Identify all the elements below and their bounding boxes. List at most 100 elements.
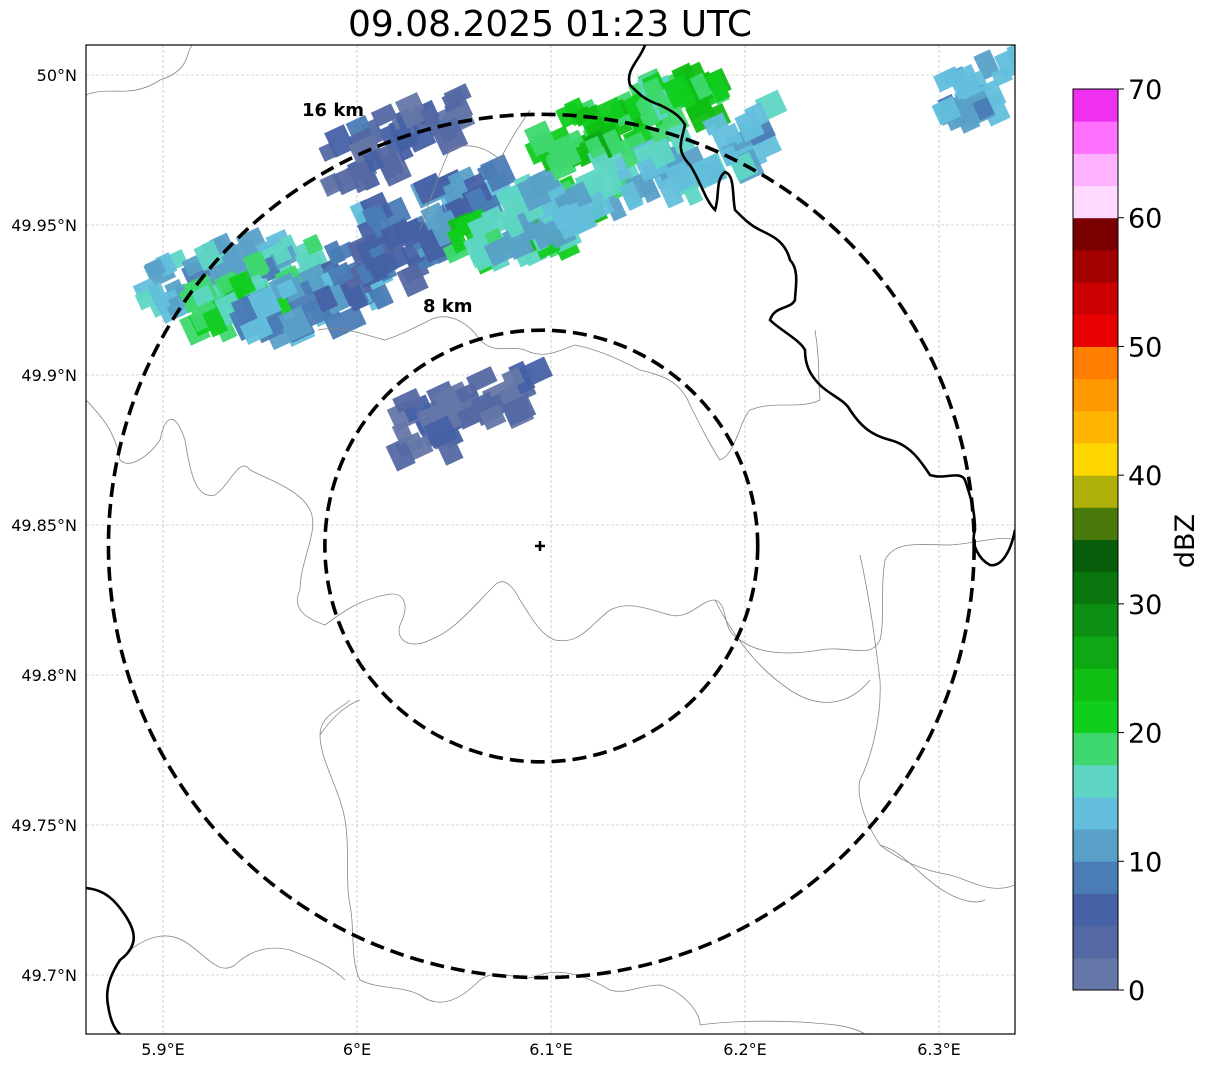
admin-boundary-line: [714, 599, 871, 703]
radar-echo-pixel: [635, 96, 661, 129]
radar-echo-pixel: [599, 128, 626, 158]
colorbar-box: [1073, 153, 1118, 187]
radar-echo-pixel: [339, 304, 367, 333]
colorbar-tick-label: 70: [1128, 75, 1162, 106]
admin-boundary-line: [879, 844, 986, 903]
colorbar-box: [1073, 796, 1118, 830]
colorbar-box: [1073, 668, 1118, 701]
axis-ticks: 5.9°E 6°E 6.1°E 6.2°E 6.3°E 50°N 49.95°N 49.9°N…: [11, 66, 961, 1059]
radar-echo-pixel: [552, 201, 590, 240]
radar-echo-pixel: [154, 252, 178, 278]
radar-echo-pixel: [247, 285, 282, 321]
radar-echo-pixel: [246, 251, 271, 278]
colorbar: 0 10 20 30 40 50 60 70 dBZ: [1072, 75, 1201, 1007]
colorbar-box: [1073, 282, 1118, 315]
admin-boundary-line: [319, 699, 361, 736]
map-title: 09.08.2025 01:23 UTC: [347, 4, 753, 45]
y-tick-label: 49.7°N: [21, 966, 77, 985]
colorbar-box: [1073, 893, 1118, 927]
radar-echo-pixel: [483, 235, 517, 267]
radar-echo-pixel: [1024, 71, 1046, 95]
radar-echo-pixel: [395, 92, 430, 129]
radar-echo-pixel: [392, 388, 423, 414]
radar-echo-pixel: [302, 233, 324, 256]
colorbar-box: [1073, 957, 1118, 991]
radar-echo-pixel: [406, 126, 437, 153]
radar-echo-pixel: [202, 307, 229, 338]
plot-frame: [85, 44, 1016, 1035]
colorbar-box: [1073, 249, 1118, 283]
radar-echo-pixel: [462, 234, 491, 269]
radar-echo-pixel: [1021, 65, 1049, 93]
colorbar-box: [1073, 121, 1118, 154]
colorbar-box: [1073, 475, 1118, 508]
admin-boundary-line: [858, 554, 1015, 889]
radar-echo-pixel: [447, 166, 477, 192]
radar-echo-pixel: [147, 281, 171, 312]
radar-echo-pixel: [239, 314, 274, 345]
radar-echo-pixel: [564, 181, 593, 211]
y-tick-label: 50°N: [37, 66, 77, 85]
colorbar-tick-label: 20: [1128, 719, 1162, 750]
radar-echo-pixel: [1026, 53, 1053, 84]
admin-boundary-line: [699, 1020, 866, 1034]
radar-echo-pixel: [370, 103, 398, 128]
radar-echo-pixel: [547, 139, 582, 173]
radar-echo-pixel: [584, 135, 606, 159]
radar-echo-pixel: [323, 240, 346, 266]
plot-area: 16 km 8 km: [85, 44, 1064, 1035]
radar-echo-pixel: [1035, 47, 1064, 75]
radar-echo-pixel: [705, 70, 731, 103]
radar-echo-pixel: [361, 205, 383, 227]
admin-boundary-line: [419, 109, 531, 231]
radar-echo-pixel: [404, 435, 434, 461]
radar-echo-pixel: [401, 394, 434, 423]
radar-echo-pixel: [618, 181, 644, 211]
radar-echo-pixel: [324, 124, 356, 158]
colorbar-box: [1073, 89, 1118, 122]
colorbar-box: [1073, 603, 1118, 637]
x-tick-label: 6°E: [343, 1040, 371, 1059]
radar-echo-pixel: [501, 394, 537, 427]
radar-echo-pixel: [972, 96, 995, 121]
radar-echo-pixel: [332, 166, 361, 196]
radar-echo-pixel: [1012, 45, 1015, 64]
y-tick-label: 49.8°N: [21, 666, 77, 685]
colorbar-boxes: [1073, 89, 1118, 991]
admin-boundary-line: [319, 699, 701, 1026]
colorbar-box: [1073, 346, 1118, 380]
colorbar-box: [1073, 764, 1118, 798]
colorbar-box: [1073, 636, 1118, 669]
radar-echo-pixel: [344, 285, 369, 312]
colorbar-box: [1073, 732, 1118, 766]
admin-boundary-line: [86, 45, 193, 96]
radar-echo-pixel: [529, 220, 554, 250]
colorbar-box: [1073, 314, 1118, 347]
radar-echo-pixel: [385, 437, 416, 472]
radar-echo-pixel: [501, 189, 526, 219]
radar-echo-pixel: [1020, 74, 1045, 104]
radar-echo-pixel: [702, 112, 730, 136]
radar-echo-pixel: [312, 284, 339, 313]
radar-site-marker: [535, 541, 545, 551]
colorbar-box: [1073, 442, 1118, 476]
radar-echo-pixel: [390, 124, 418, 153]
radar-echo-pixel: [501, 366, 525, 390]
radar-echoes: [132, 45, 1064, 472]
radar-echo-pixel: [519, 356, 553, 388]
colorbar-tick-label: 50: [1128, 332, 1162, 363]
radar-echo-pixel: [440, 386, 463, 412]
radar-echo-pixel: [380, 218, 415, 251]
radar-echo-pixel: [646, 138, 676, 170]
radar-echo-pixel: [423, 415, 458, 449]
admin-boundaries: [86, 45, 1015, 1034]
radar-echo-pixel: [396, 262, 429, 298]
colorbar-box: [1073, 700, 1118, 734]
colorbar-tick-label: 40: [1128, 461, 1162, 492]
range-ring-16km: [106, 112, 976, 980]
colorbar-box: [1073, 378, 1118, 412]
colorbar-ticks: 0 10 20 30 40 50 60 70: [1118, 75, 1162, 1007]
radar-echo-pixel: [532, 131, 555, 155]
radar-echo-pixel: [502, 211, 525, 239]
